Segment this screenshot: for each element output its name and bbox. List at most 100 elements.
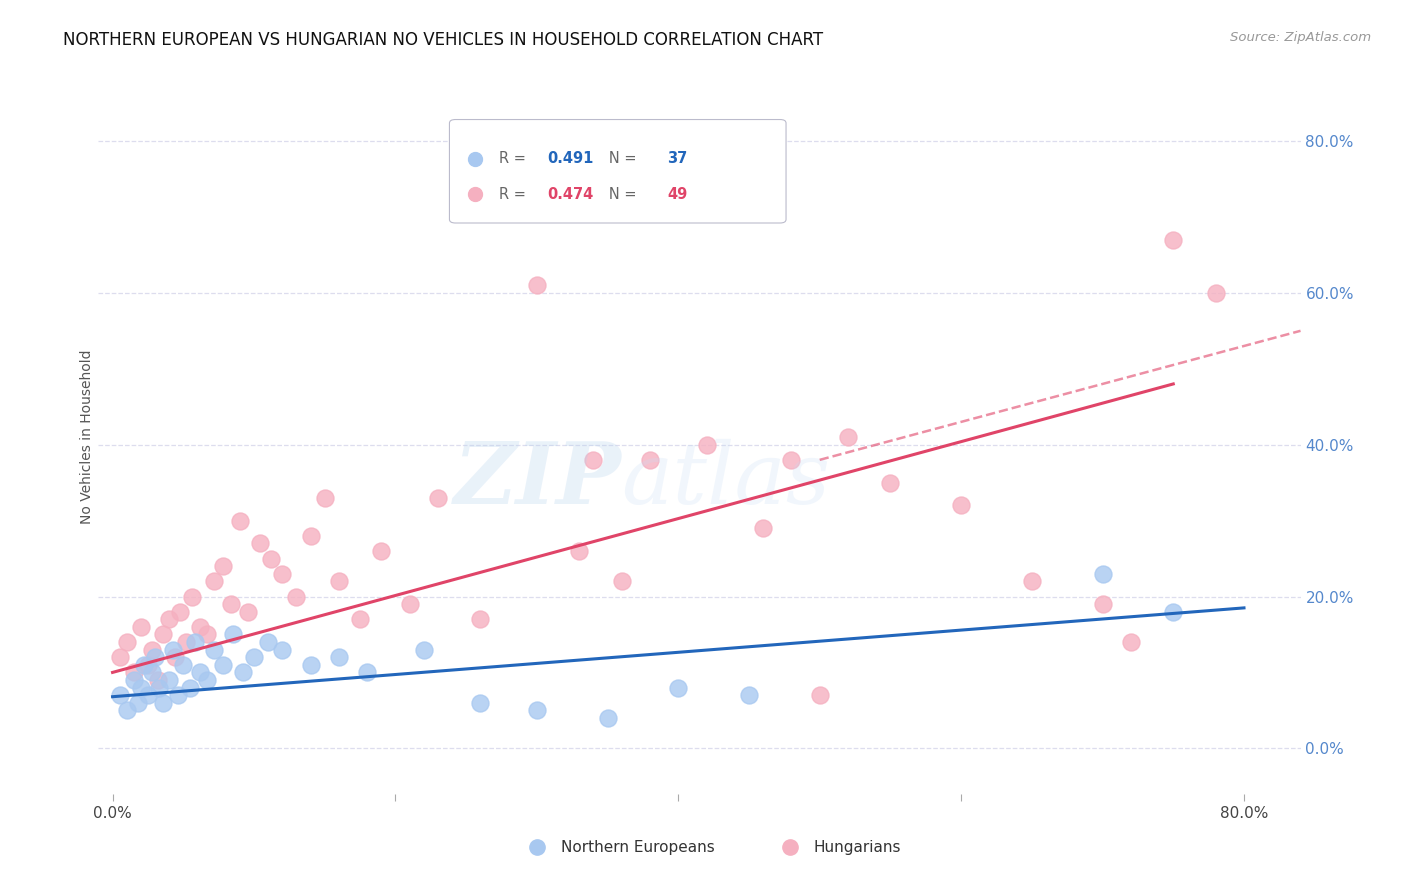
Point xyxy=(141,665,163,680)
Point xyxy=(122,673,145,687)
Point xyxy=(157,612,180,626)
Point xyxy=(752,521,775,535)
Point xyxy=(132,657,155,672)
Point xyxy=(129,620,152,634)
Point xyxy=(1119,635,1142,649)
Point xyxy=(526,703,548,717)
Point xyxy=(143,650,166,665)
Text: 0.491: 0.491 xyxy=(547,152,593,166)
Point xyxy=(136,657,159,672)
Point xyxy=(470,696,492,710)
Point xyxy=(314,491,336,505)
Point xyxy=(166,688,188,702)
Point xyxy=(183,635,205,649)
Text: Source: ZipAtlas.com: Source: ZipAtlas.com xyxy=(1230,31,1371,45)
FancyBboxPatch shape xyxy=(450,120,786,223)
Point xyxy=(260,551,283,566)
Point xyxy=(141,642,163,657)
Point xyxy=(666,681,689,695)
Point xyxy=(950,499,973,513)
Point xyxy=(470,612,492,626)
Point xyxy=(195,673,218,687)
Text: NORTHERN EUROPEAN VS HUNGARIAN NO VEHICLES IN HOUSEHOLD CORRELATION CHART: NORTHERN EUROPEAN VS HUNGARIAN NO VEHICL… xyxy=(63,31,824,49)
Point xyxy=(108,688,131,702)
Text: Northern Europeans: Northern Europeans xyxy=(561,840,716,855)
Text: atlas: atlas xyxy=(621,439,831,521)
Point xyxy=(568,544,591,558)
Point xyxy=(257,635,280,649)
Point xyxy=(398,597,420,611)
Point xyxy=(212,657,235,672)
Text: 49: 49 xyxy=(666,187,688,202)
Text: Hungarians: Hungarians xyxy=(814,840,901,855)
Point xyxy=(148,681,170,695)
Point xyxy=(879,475,901,490)
Point xyxy=(122,665,145,680)
Point xyxy=(163,650,186,665)
Point xyxy=(596,711,619,725)
Point xyxy=(229,514,252,528)
Point xyxy=(356,665,378,680)
Point xyxy=(638,453,661,467)
Point xyxy=(180,590,202,604)
Point xyxy=(115,703,138,717)
Point xyxy=(202,574,225,589)
Point xyxy=(738,688,761,702)
Point xyxy=(136,688,159,702)
Y-axis label: No Vehicles in Household: No Vehicles in Household xyxy=(80,350,94,524)
Point xyxy=(174,635,197,649)
Point xyxy=(837,430,859,444)
Point xyxy=(328,574,350,589)
Point xyxy=(696,438,718,452)
Point xyxy=(152,627,174,641)
Text: R =: R = xyxy=(499,152,530,166)
Text: R =: R = xyxy=(499,187,530,202)
Point xyxy=(271,566,294,581)
Point xyxy=(188,665,211,680)
Point xyxy=(146,673,169,687)
Point xyxy=(195,627,218,641)
Point xyxy=(349,612,371,626)
Text: 0.474: 0.474 xyxy=(547,187,593,202)
Point xyxy=(582,453,605,467)
Point xyxy=(1205,285,1227,300)
Point xyxy=(299,657,322,672)
Point xyxy=(202,642,225,657)
Point xyxy=(808,688,831,702)
Point xyxy=(1021,574,1043,589)
Text: 37: 37 xyxy=(666,152,688,166)
Point xyxy=(169,605,191,619)
Point xyxy=(188,620,211,634)
Point xyxy=(285,590,308,604)
Point xyxy=(108,650,131,665)
Point xyxy=(249,536,271,550)
Text: N =: N = xyxy=(595,187,641,202)
Point xyxy=(115,635,138,649)
Point xyxy=(238,605,260,619)
Point xyxy=(129,681,152,695)
Point xyxy=(271,642,294,657)
Point xyxy=(370,544,392,558)
Point xyxy=(172,657,194,672)
Point xyxy=(1161,605,1184,619)
Point xyxy=(780,453,803,467)
Point xyxy=(152,696,174,710)
Text: N =: N = xyxy=(595,152,641,166)
Point xyxy=(1091,597,1114,611)
Point xyxy=(179,681,201,695)
Text: ZIP: ZIP xyxy=(454,438,621,522)
Point xyxy=(328,650,350,665)
Point xyxy=(243,650,266,665)
Point xyxy=(1161,233,1184,247)
Point xyxy=(412,642,434,657)
Point xyxy=(162,642,184,657)
Point xyxy=(222,627,245,641)
Point xyxy=(299,529,322,543)
Point xyxy=(127,696,149,710)
Point xyxy=(526,278,548,293)
Point xyxy=(157,673,180,687)
Point xyxy=(426,491,449,505)
Point xyxy=(610,574,633,589)
Point xyxy=(221,597,243,611)
Point xyxy=(1091,566,1114,581)
